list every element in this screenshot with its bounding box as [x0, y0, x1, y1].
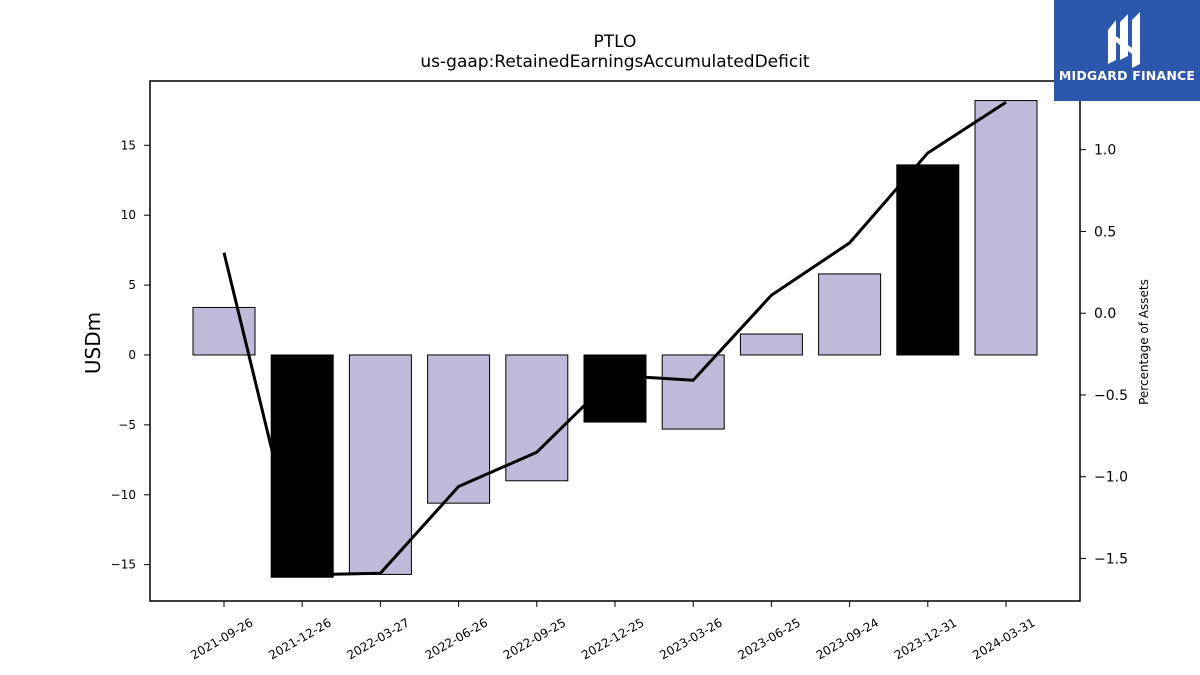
chart-title: PTLO	[593, 32, 637, 52]
y2-axis-label: Percentage of Assets	[1137, 279, 1151, 405]
y-tick-label: 15	[121, 138, 136, 152]
y2-tick-label: 0.0	[1094, 306, 1116, 322]
bar-2022-06-26	[427, 354, 491, 504]
y2-tick-label: −1.0	[1094, 470, 1128, 486]
x-tick-label: 2023-12-31	[892, 615, 959, 662]
percentage-of-assets-line	[222, 100, 1007, 577]
bar-2023-06-25	[739, 333, 803, 356]
y2-tick-label: −0.5	[1094, 388, 1128, 404]
x-tick-label: 2022-12-25	[579, 615, 646, 662]
x-tick-label: 2022-09-25	[501, 615, 568, 662]
y-tick-label: 10	[121, 208, 136, 222]
y-tick-label: 0	[128, 348, 136, 362]
x-tick-label: 2022-03-27	[344, 615, 411, 662]
y-tick-label: −5	[118, 418, 136, 432]
logo-text: MIDGARD FINANCE	[1058, 68, 1196, 83]
chart-subtitle: us-gaap:RetainedEarningsAccumulatedDefic…	[420, 52, 810, 72]
y2-tick-label: −1.5	[1094, 551, 1128, 567]
midgard-finance-logo: MIDGARD FINANCE	[1054, 0, 1200, 101]
x-tick-label: 2024-03-31	[970, 615, 1037, 662]
y-tick-label: 5	[128, 278, 136, 292]
bar-2022-12-25	[583, 354, 647, 423]
bar-2021-09-26	[192, 306, 256, 356]
bar-2023-12-31	[896, 164, 960, 356]
y-tick-label: −10	[111, 488, 136, 502]
y2-tick-label: 1.0	[1094, 143, 1116, 159]
x-tick-label: 2022-06-26	[423, 615, 490, 662]
y2-tick-label: 0.5	[1094, 224, 1116, 240]
midgard-logo-icon	[1108, 12, 1140, 68]
bar-2021-12-26	[270, 354, 334, 578]
x-tick-label: 2021-09-26	[188, 615, 255, 662]
y-axis-label: USDm	[81, 312, 105, 374]
bar-2024-03-31	[974, 100, 1038, 356]
x-tick-label: 2023-03-26	[657, 615, 724, 662]
x-tick-label: 2023-06-25	[735, 615, 802, 662]
bar-2022-03-27	[348, 354, 412, 575]
y-tick-label: −15	[111, 558, 136, 572]
bar-2023-09-24	[818, 273, 882, 356]
x-tick-label: 2021-12-26	[266, 615, 333, 662]
bar-2023-03-26	[661, 354, 725, 430]
x-tick-label: 2023-09-24	[814, 615, 881, 662]
